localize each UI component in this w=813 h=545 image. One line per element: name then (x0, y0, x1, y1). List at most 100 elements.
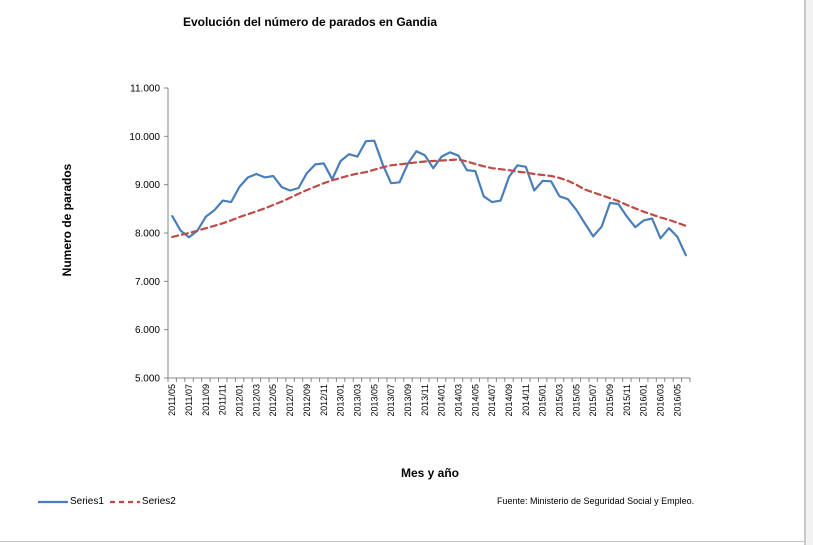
x-tick-label: 2012/07 (285, 384, 295, 417)
data-point-series1 (382, 163, 384, 165)
x-tick-label: 2014/11 (521, 384, 531, 416)
data-point-series1 (415, 150, 417, 152)
y-tick-label: 10.000 (129, 132, 160, 143)
data-point-series1 (609, 202, 611, 204)
data-point-series2 (230, 219, 232, 221)
x-tick-label: 2015/01 (538, 384, 548, 417)
series-line-series1 (171, 139, 687, 257)
data-point-series2 (550, 175, 552, 177)
x-axis-label: Mes y año (400, 466, 460, 480)
data-point-series2 (500, 168, 502, 170)
data-point-series1 (634, 226, 636, 228)
data-point-series2 (382, 166, 384, 168)
data-point-series1 (685, 254, 687, 256)
x-tick-label: 2011/07 (184, 384, 194, 416)
data-point-series1 (323, 162, 325, 164)
x-tick-label: 2012/09 (302, 384, 312, 417)
data-point-series1 (281, 186, 283, 188)
data-point-series1 (399, 181, 401, 183)
data-point-series2 (676, 222, 678, 224)
x-tick-label: 2015/09 (605, 384, 615, 417)
x-tick-label: 2011/05 (167, 384, 177, 416)
data-point-series1 (533, 190, 535, 192)
data-point-series2 (365, 171, 367, 173)
data-point-series2 (483, 165, 485, 167)
data-point-series2 (205, 227, 207, 229)
legend-swatch-series1 (38, 500, 68, 503)
data-point-series1 (432, 167, 434, 169)
data-point-series2 (491, 167, 493, 169)
data-point-series1 (180, 230, 182, 232)
data-point-series2 (373, 169, 375, 171)
data-point-series2 (651, 214, 653, 216)
data-point-series2 (533, 173, 535, 175)
data-point-series2 (559, 177, 561, 179)
data-point-series1 (550, 180, 552, 182)
data-point-series2 (441, 160, 443, 162)
data-point-series1 (508, 176, 510, 178)
legend-item-series1: Series1 (38, 496, 104, 507)
page-right-strip (806, 0, 813, 545)
page-bottom-border (0, 541, 804, 542)
data-point-series2 (575, 184, 577, 186)
data-point-series2 (592, 191, 594, 193)
data-point-series2 (399, 163, 401, 165)
x-tick-label: 2013/05 (369, 384, 379, 417)
x-tick-label: 2015/07 (588, 384, 598, 417)
data-point-series1 (567, 198, 569, 200)
data-point-series1 (222, 200, 224, 202)
data-point-series2 (255, 210, 257, 212)
x-tick-label: 2015/11 (622, 384, 632, 416)
x-tick-label: 2012/05 (268, 384, 278, 417)
x-tick-label: 2012/03 (251, 384, 261, 417)
x-tick-label: 2012/01 (235, 384, 245, 417)
data-point-series2 (239, 216, 241, 218)
data-point-series2 (626, 204, 628, 206)
data-point-series2 (306, 189, 308, 191)
x-tick-label: 2016/01 (639, 384, 649, 417)
chart-title: Evolución del número de parados en Gandi… (182, 15, 438, 29)
data-point-series1 (474, 170, 476, 172)
data-point-series2 (601, 194, 603, 196)
data-point-series1 (298, 187, 300, 189)
page-right-border (804, 0, 806, 545)
data-point-series1 (247, 176, 249, 178)
data-point-series2 (213, 225, 215, 227)
y-tick-label: 8.000 (135, 229, 160, 240)
data-point-series1 (643, 219, 645, 221)
data-point-series2 (516, 171, 518, 173)
data-point-series1 (390, 182, 392, 184)
data-point-series1 (272, 175, 274, 177)
data-point-series1 (348, 153, 350, 155)
data-point-series2 (289, 197, 291, 199)
data-point-series2 (584, 189, 586, 191)
x-tick-label: 2013/09 (403, 384, 413, 417)
data-point-series2 (272, 204, 274, 206)
data-point-series2 (609, 197, 611, 199)
data-point-series2 (634, 207, 636, 209)
data-point-series2 (180, 234, 182, 236)
data-point-series1 (205, 216, 207, 218)
data-point-series2 (567, 180, 569, 182)
data-point-series2 (348, 175, 350, 177)
data-point-series1 (365, 140, 367, 142)
data-point-series2 (340, 177, 342, 179)
data-point-series2 (188, 232, 190, 234)
x-tick-label: 2014/09 (504, 384, 514, 417)
x-tick-label: 2016/03 (656, 384, 666, 417)
data-point-series1 (601, 226, 603, 228)
x-tick-label: 2016/05 (672, 384, 682, 417)
y-tick-label: 6.000 (135, 325, 160, 336)
x-tick-label: 2011/11 (218, 384, 228, 415)
data-point-series2 (281, 201, 283, 203)
data-point-series1 (651, 218, 653, 220)
data-point-series1 (458, 155, 460, 157)
x-tick-label: 2012/11 (319, 384, 329, 416)
y-tick-label: 11.000 (130, 84, 160, 95)
data-point-series1 (373, 140, 375, 142)
data-point-series2 (407, 162, 409, 164)
data-point-series2 (508, 169, 510, 171)
data-point-series1 (626, 216, 628, 218)
